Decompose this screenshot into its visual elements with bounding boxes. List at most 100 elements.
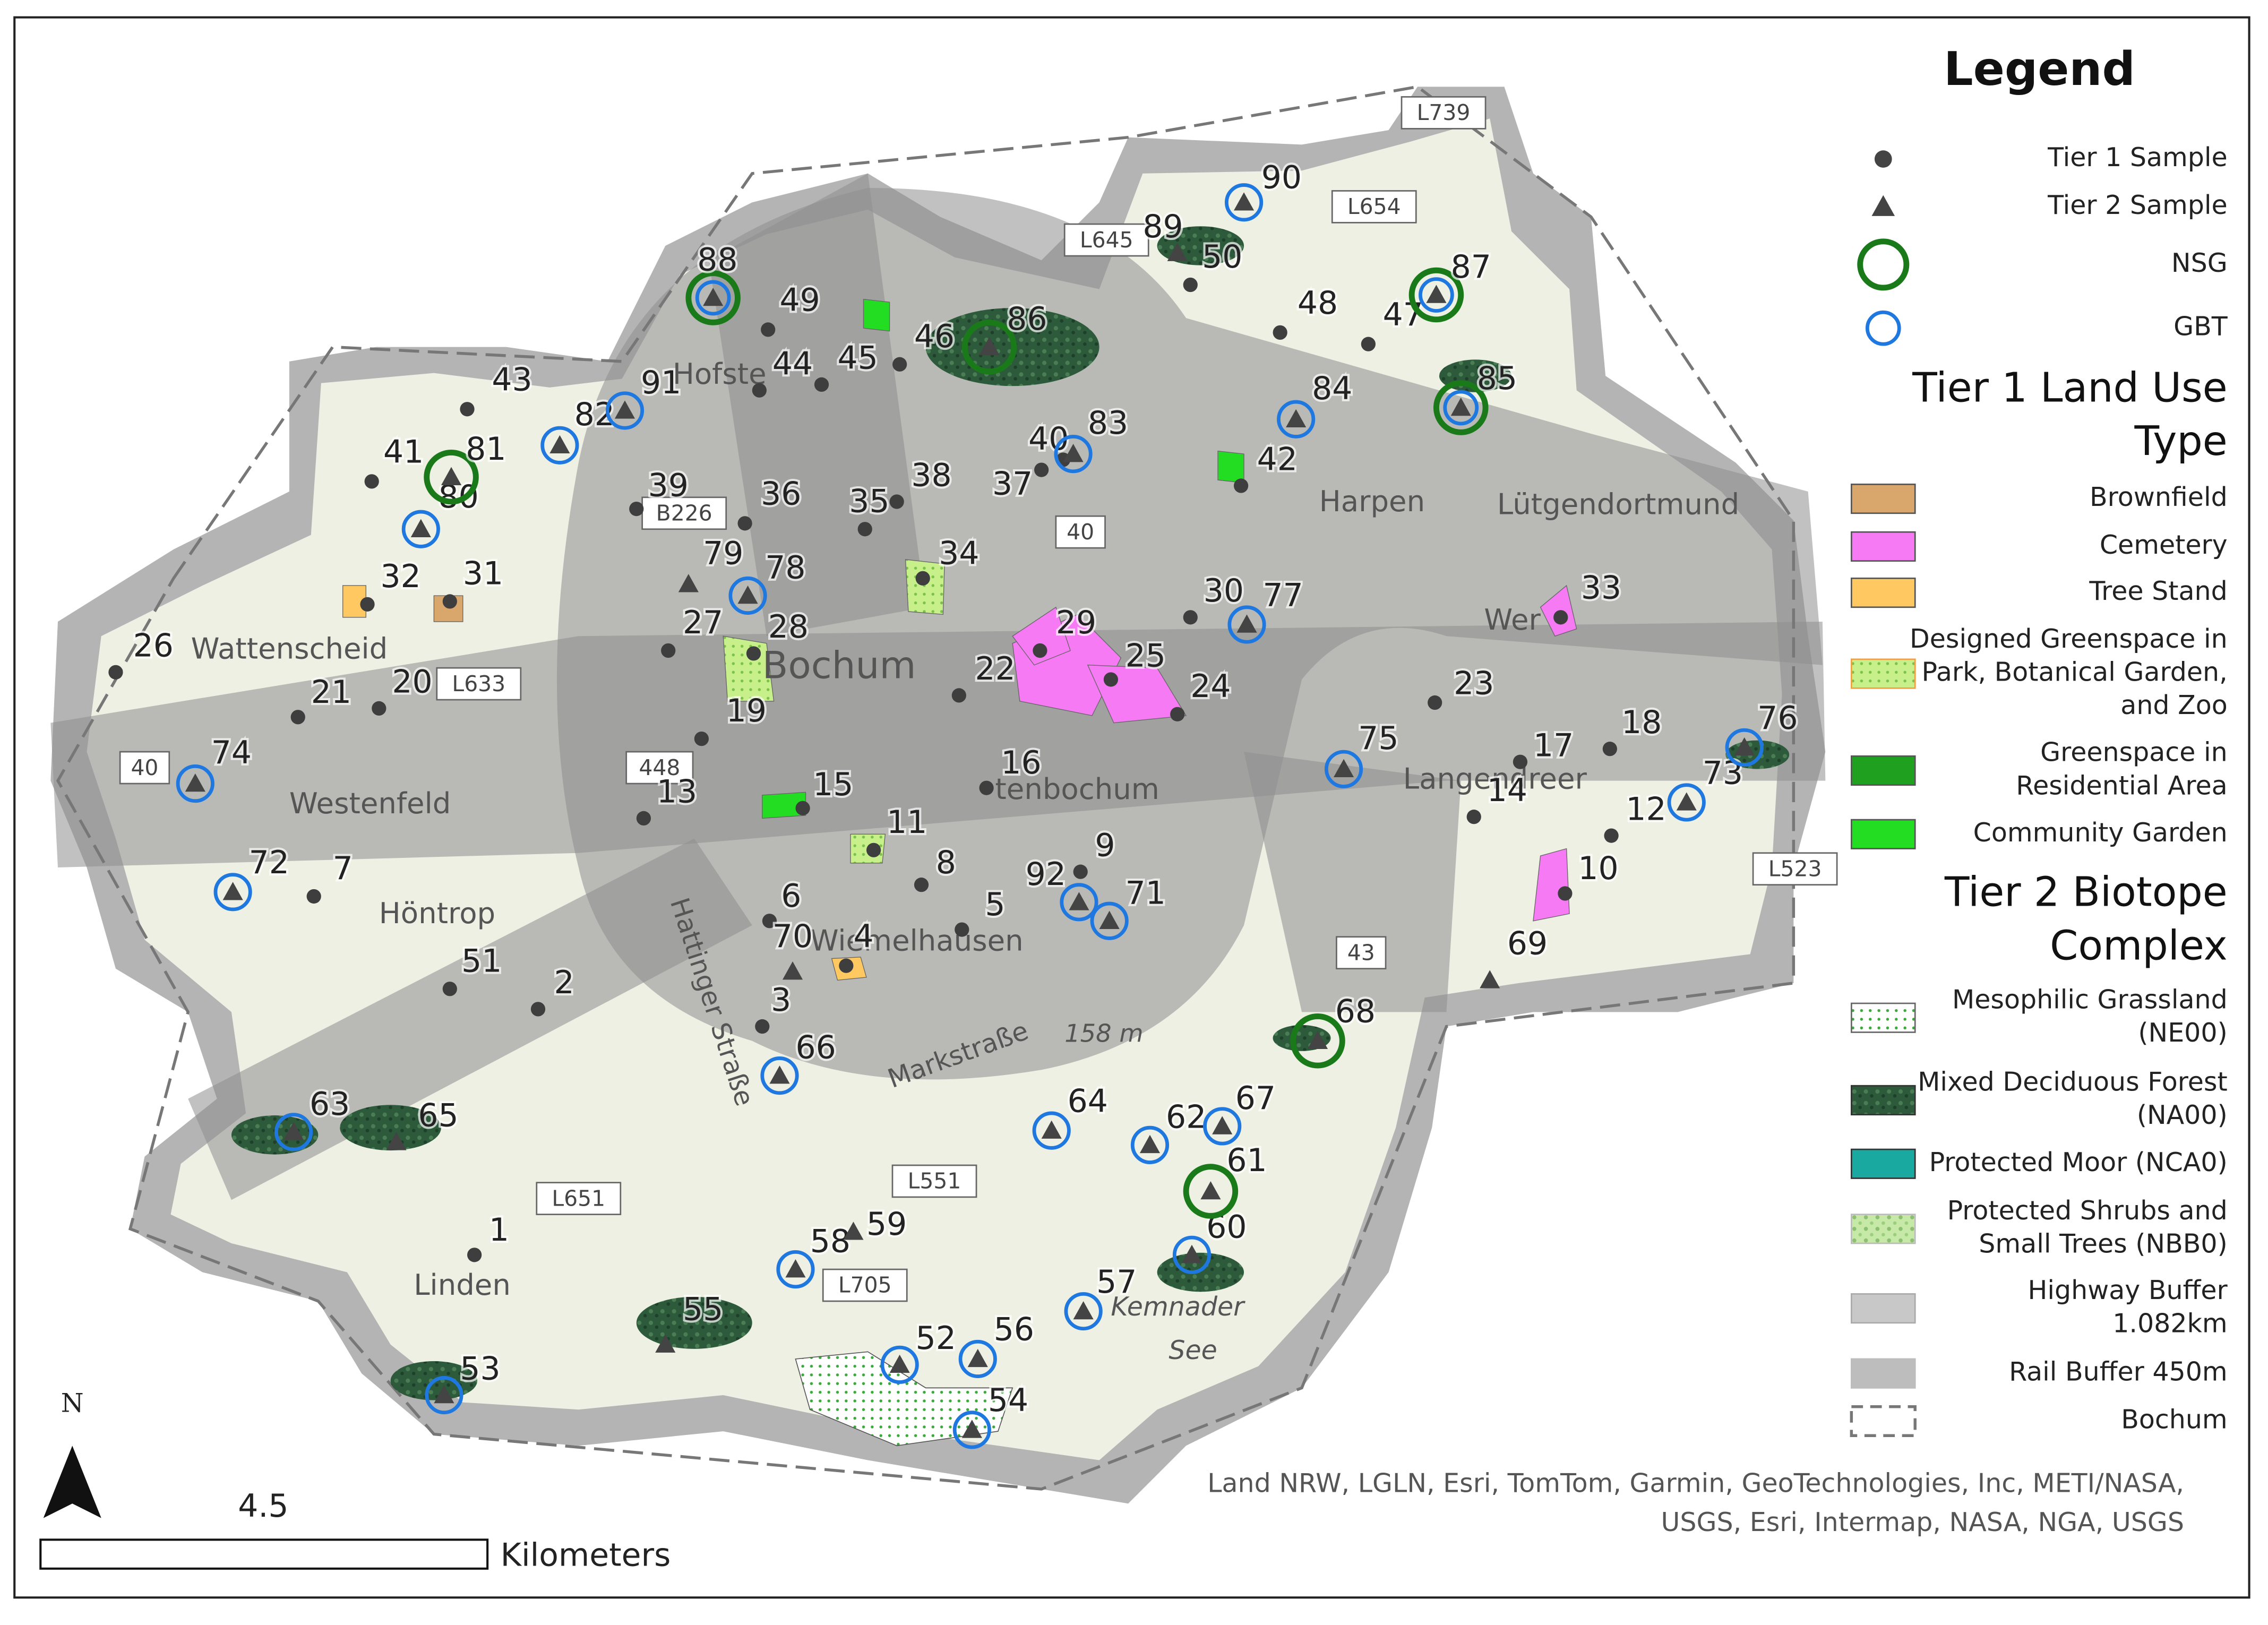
- gbt-ring: [1032, 1111, 1071, 1150]
- land-use-area: [1533, 848, 1570, 922]
- tier1-sample: [1513, 754, 1528, 769]
- tier2-sample: [1181, 1244, 1202, 1263]
- place-label: Langendreer: [1403, 762, 1587, 796]
- tier1-sample: [914, 878, 929, 892]
- tier2-sample: [1233, 192, 1255, 211]
- sample-label: 73: [1703, 754, 1743, 792]
- tier1-sample: [839, 958, 854, 973]
- tier1-sample: [1073, 864, 1088, 879]
- road-shield: [625, 751, 694, 785]
- nsg-ring: [1183, 1164, 1239, 1219]
- road-shield: [119, 751, 170, 785]
- tier1-sample: [1602, 742, 1617, 756]
- gbt-ring: [1224, 183, 1264, 222]
- forest-area: [1157, 1252, 1244, 1292]
- legend-label: Highway Buffer: [2028, 1275, 2228, 1305]
- sample-label: 19: [726, 692, 767, 729]
- sample-label: 92: [1026, 856, 1066, 893]
- legend-swatch: [1850, 658, 1916, 689]
- sample-label: 68: [1335, 993, 1376, 1030]
- sample-label: 45: [837, 340, 878, 377]
- road-shield: [1752, 852, 1838, 886]
- tier1-sample: [1033, 643, 1047, 658]
- road-label: L633: [452, 671, 505, 697]
- tier2-sample: [1212, 1116, 1233, 1134]
- tier2-sample: [410, 519, 431, 537]
- legend-label: Small Trees (NBB0): [1979, 1228, 2227, 1259]
- legend-label: 1.082km: [2112, 1308, 2228, 1338]
- sample-label: 69: [1507, 925, 1548, 962]
- legend-label: Tree Stand: [2089, 575, 2227, 606]
- tier1-sample: [1604, 828, 1619, 843]
- gbt-ring: [1130, 1125, 1170, 1164]
- tier1-sample: [892, 357, 907, 372]
- sample-label: 3: [771, 982, 791, 1019]
- road-label: 448: [639, 755, 680, 780]
- tier2-sample: [1236, 614, 1257, 633]
- gbt-ring: [1227, 605, 1266, 644]
- legend-swatch: [1850, 1085, 1916, 1116]
- tier2-sample: [1426, 285, 1447, 303]
- legend-label: Park, Botanical Garden,: [1922, 657, 2228, 687]
- tier1-sample: [1553, 610, 1568, 625]
- gbt-ring: [1054, 435, 1093, 474]
- sample-label: 53: [460, 1350, 500, 1387]
- place-label: Linden: [414, 1268, 511, 1302]
- nsg-ring: [1290, 1013, 1345, 1069]
- tier1-sample: [737, 516, 752, 531]
- tier1-sample: [1170, 707, 1185, 721]
- legend-swatch: [1850, 1148, 1916, 1179]
- legend-symbol: [1857, 238, 1910, 291]
- sample-label: 11: [887, 804, 927, 841]
- sample-label: 90: [1261, 159, 1302, 196]
- tier2-sample: [1307, 1030, 1328, 1050]
- place-label: Hofste: [673, 357, 767, 391]
- legend-label: Residential Area: [2016, 770, 2227, 801]
- place-label: Höntrop: [379, 896, 495, 930]
- sample-label: 64: [1068, 1082, 1108, 1120]
- tier2-sample: [979, 337, 1000, 355]
- place-label: 158 m: [1064, 1019, 1143, 1047]
- land-use-area: [723, 635, 775, 702]
- tier1-sample: [636, 811, 651, 826]
- tier1-sample: [915, 571, 930, 586]
- sample-label: 31: [463, 555, 503, 592]
- place-label: Harpen: [1319, 484, 1425, 518]
- gbt-ring: [213, 873, 252, 912]
- sample-label: 78: [765, 549, 805, 587]
- sample-label: 14: [1487, 772, 1527, 809]
- legend-symbol: [1871, 195, 1895, 216]
- tier1-sample: [1273, 325, 1287, 340]
- legend-label: Community Garden: [1973, 817, 2228, 848]
- road-label: B226: [656, 501, 712, 526]
- road-label: L551: [908, 1168, 961, 1194]
- gbt-ring: [1443, 390, 1479, 426]
- sample-label: 55: [683, 1291, 723, 1328]
- tier2-sample: [1286, 409, 1307, 428]
- tier1-sample: [694, 731, 709, 746]
- legend-label: GBT: [2174, 311, 2228, 342]
- sample-label: 44: [772, 346, 813, 383]
- tier1-sample: [857, 522, 872, 537]
- gbt-ring: [958, 1339, 997, 1378]
- sample-label: 52: [916, 1320, 956, 1357]
- sample-label: 48: [1298, 285, 1338, 322]
- attribution: Land NRW, LGLN, Esri, TomTom, Garmin, Ge…: [1207, 1467, 2184, 1498]
- road-shield: [536, 1182, 622, 1215]
- tier2-sample: [1200, 1181, 1221, 1200]
- place-label: Bochum: [762, 643, 916, 687]
- gbt-ring: [880, 1345, 919, 1384]
- tier1-sample: [442, 594, 457, 609]
- sample-label: 4: [853, 918, 873, 955]
- legend-label: and Zoo: [2120, 690, 2227, 720]
- legend-label: Mixed Deciduous Forest: [1918, 1067, 2228, 1097]
- tier1-sample: [1034, 462, 1049, 477]
- tier2-sample: [1099, 910, 1120, 929]
- sample-label: 89: [1142, 208, 1183, 245]
- sample-label: 74: [211, 734, 252, 771]
- road-label: 40: [1067, 519, 1094, 545]
- road-label: L739: [1417, 100, 1471, 125]
- gbt-ring: [728, 576, 767, 615]
- legend-label: Protected Moor (NCA0): [1929, 1147, 2228, 1177]
- tier1-sample: [979, 780, 994, 795]
